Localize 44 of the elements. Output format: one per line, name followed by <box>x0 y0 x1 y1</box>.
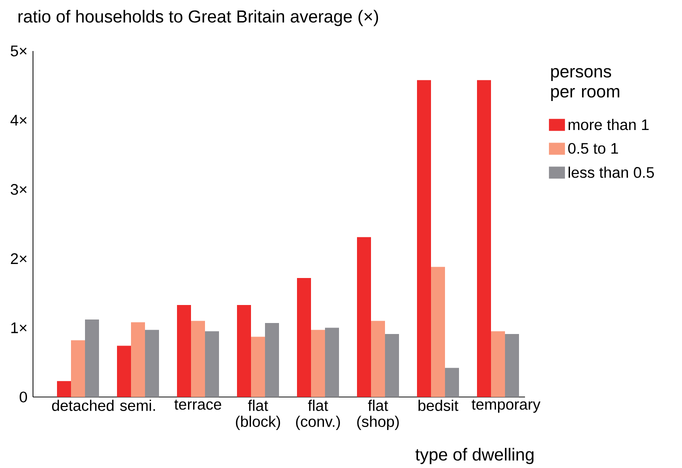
bar <box>177 304 191 397</box>
legend-label: 0.5 to 1 <box>568 142 618 154</box>
bar <box>71 340 85 397</box>
bar <box>357 237 371 397</box>
bar <box>417 80 431 397</box>
bar <box>311 330 325 397</box>
y-tick-label: 2× <box>10 253 27 264</box>
bar <box>251 336 265 397</box>
x-tick-label: terrace <box>174 400 222 410</box>
bar <box>431 266 445 397</box>
x-tick-label: bedsit <box>418 400 458 411</box>
bar <box>371 320 385 397</box>
bar <box>491 331 505 397</box>
bar <box>145 330 159 397</box>
x-tick-label: temporary <box>472 400 540 413</box>
bar <box>477 80 491 397</box>
legend-label: less than 0.5 <box>568 166 654 178</box>
y-tick-label: 5× <box>10 46 27 56</box>
bar <box>57 381 71 397</box>
bar <box>265 322 279 397</box>
bar <box>297 278 311 397</box>
bar <box>131 322 145 397</box>
bar <box>445 368 459 397</box>
x-tick-label: flat (block) <box>236 400 280 430</box>
bar <box>505 334 519 397</box>
bar <box>237 304 251 397</box>
legend-title: persons per room <box>551 68 620 101</box>
legend-label: more than 1 <box>568 118 649 130</box>
x-axis-title: type of dwelling <box>415 448 534 464</box>
y-tick-label: 4× <box>10 114 27 126</box>
x-tick-label: flat (conv.) <box>296 400 340 430</box>
bar <box>117 346 131 397</box>
chart-title: ratio of households to Great Britain average (×) <box>18 10 378 26</box>
y-tick-label: 3× <box>10 184 27 195</box>
bar <box>85 319 99 397</box>
bar <box>385 334 399 397</box>
y-tick-label: 1× <box>11 322 27 334</box>
bar <box>205 331 219 397</box>
bar <box>325 328 339 397</box>
x-tick-label: semi. <box>120 400 155 411</box>
x-tick-label: flat (shop) <box>357 400 399 430</box>
y-tick-label: 0 <box>20 392 28 402</box>
x-tick-label: detached <box>52 400 114 411</box>
bar <box>191 320 205 397</box>
